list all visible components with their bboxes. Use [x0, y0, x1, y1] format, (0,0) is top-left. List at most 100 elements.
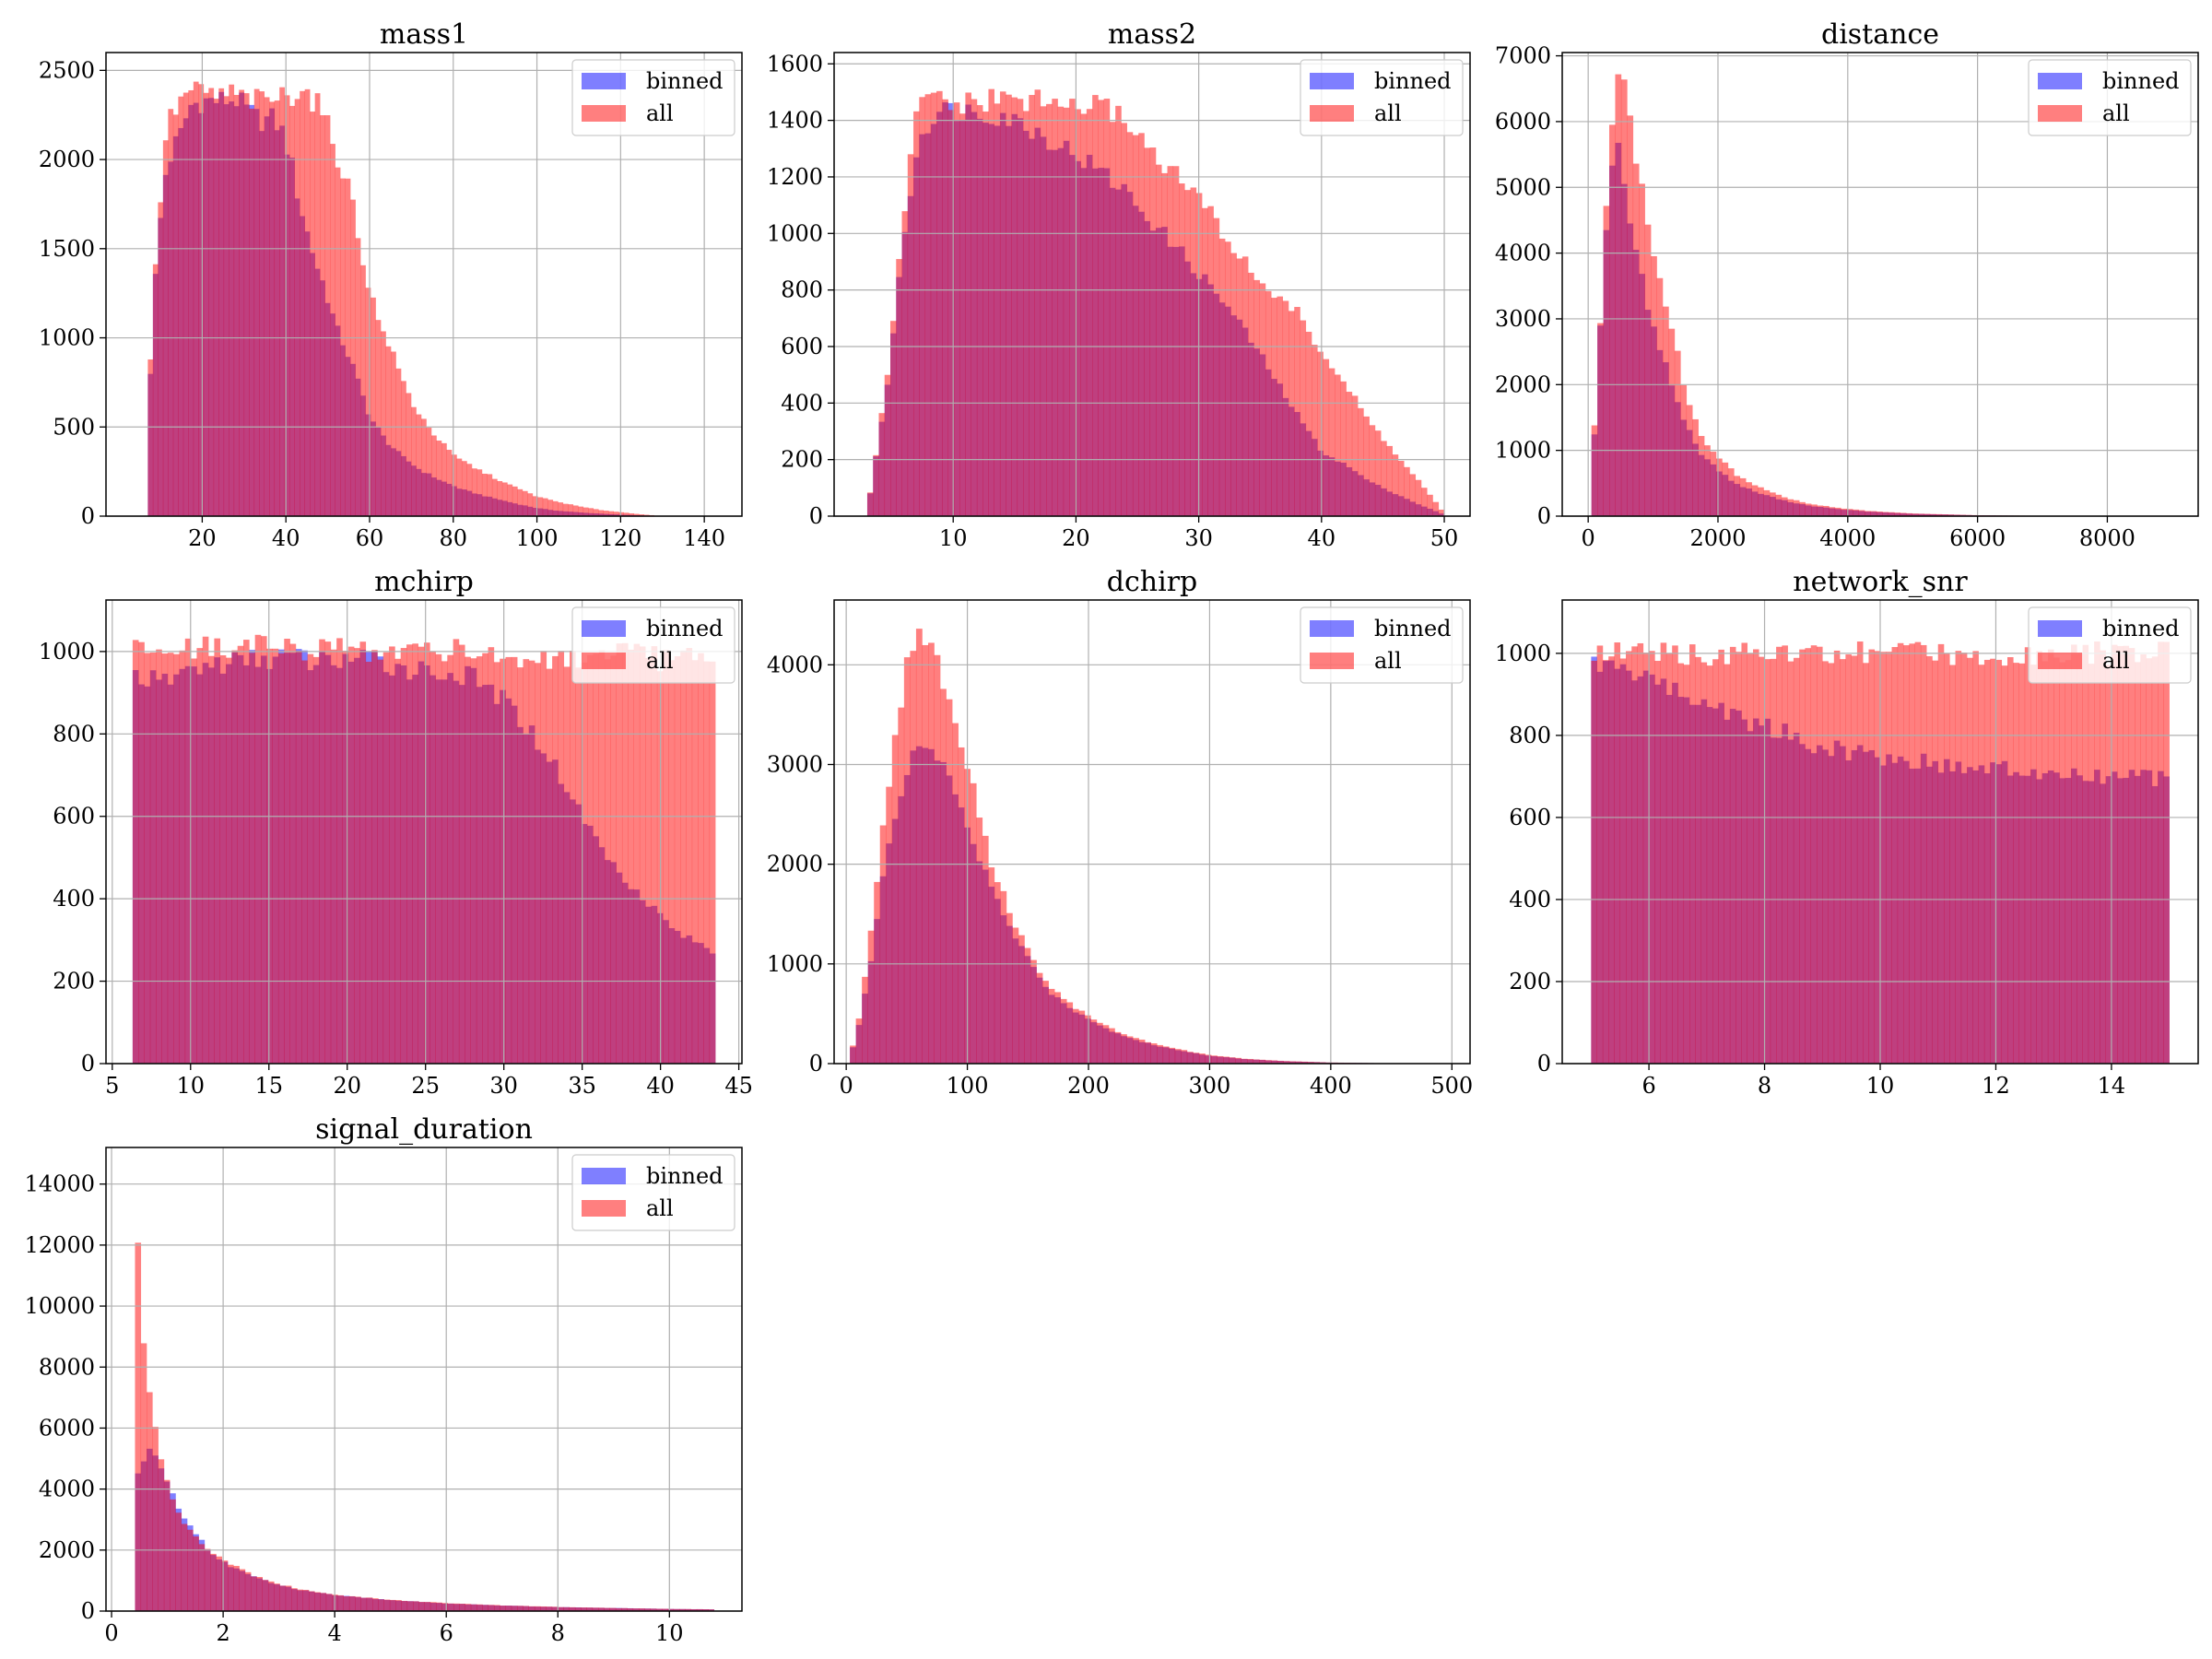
bar-all: [1591, 660, 1597, 1064]
bar-all: [2024, 647, 2031, 1064]
bar-all: [572, 505, 579, 516]
y-tick-label: 10000: [25, 1293, 95, 1319]
bar-all: [1937, 643, 1945, 1064]
bar-all: [285, 1585, 292, 1611]
bar-all: [965, 92, 971, 516]
bar-all: [355, 1596, 361, 1611]
bar-all: [1092, 95, 1099, 516]
bar-all: [302, 1589, 310, 1611]
bar-all: [2065, 660, 2072, 1064]
bar-all: [517, 488, 524, 516]
bar-all: [598, 1607, 605, 1611]
bar-all: [994, 103, 1001, 517]
bar-all: [314, 1592, 321, 1611]
bar-all: [919, 97, 925, 516]
bar-all: [621, 642, 629, 1064]
bar-all: [1926, 655, 1933, 1064]
bar-all: [598, 510, 605, 516]
bar-all: [575, 667, 582, 1064]
bar-all: [1098, 100, 1104, 517]
bar-all: [976, 818, 983, 1064]
bar-all: [337, 1594, 344, 1611]
x-tick-label: 20: [1062, 525, 1090, 551]
y-tick-label: 12000: [25, 1232, 95, 1258]
bar-all: [1012, 927, 1019, 1064]
bar-all: [1686, 405, 1693, 516]
legend-label-all: all: [2102, 648, 2130, 674]
bar-all: [1769, 492, 1776, 516]
bar-all: [167, 653, 174, 1064]
bar-all: [1914, 641, 1922, 1064]
bar-all: [593, 509, 599, 516]
bar-all: [1271, 298, 1277, 516]
bar-all: [253, 88, 260, 517]
bar-all: [628, 649, 634, 1064]
bar-all: [603, 511, 609, 516]
bar-all: [1631, 646, 1638, 1064]
legend-label-binned: binned: [646, 1163, 724, 1189]
legend-label-all: all: [646, 1195, 674, 1221]
axes-frame: [105, 1147, 743, 1612]
bar-all: [411, 406, 417, 516]
y-tick-label: 3000: [767, 751, 823, 777]
y-tick-label: 1400: [767, 108, 823, 134]
bar-all: [208, 88, 215, 517]
bar-all: [304, 88, 311, 516]
bar-all: [651, 646, 658, 1064]
bar-all: [1845, 654, 1852, 1064]
bar-all: [401, 381, 406, 516]
series-all: [147, 81, 654, 517]
bar-all: [269, 101, 276, 516]
grid: [1562, 600, 2198, 1065]
bar-all: [1727, 468, 1735, 516]
bar-all: [618, 512, 625, 516]
y-tick-label: 1000: [1495, 641, 1551, 666]
bar-all: [896, 259, 902, 516]
bar-all: [604, 659, 611, 1064]
bar-all: [1609, 124, 1616, 516]
bar-all: [2077, 653, 2083, 1064]
bar-all: [668, 660, 676, 1064]
bar-all: [855, 1018, 863, 1064]
legend-label-all: all: [646, 100, 674, 126]
bar-all: [1949, 665, 1956, 1064]
bar-all: [1300, 320, 1307, 516]
bar-all: [161, 653, 169, 1064]
bar-all: [1763, 489, 1771, 516]
bar-all: [272, 648, 279, 1064]
bar-all: [623, 512, 629, 516]
bar-all: [1295, 1061, 1302, 1064]
bar-all: [487, 474, 493, 516]
bar-all: [1799, 649, 1806, 1064]
bar-all: [488, 647, 495, 1064]
bar-all: [345, 178, 351, 516]
bar-all: [1386, 445, 1393, 516]
bar-all: [1340, 381, 1347, 516]
bar-all: [181, 1524, 188, 1611]
bar-all: [898, 707, 905, 1064]
subplot-distance: 0 2000 4000 6000 8000 0 1000 2000 3000 4000 5000 60…: [1495, 18, 2199, 551]
bar-all: [952, 723, 959, 1064]
bar-all: [1734, 476, 1741, 516]
bar-all: [703, 661, 711, 1064]
bar-all: [277, 653, 285, 1064]
bar-all: [1277, 1060, 1284, 1064]
bar-all: [135, 1242, 142, 1611]
bar-all: [1596, 645, 1604, 1064]
bar-all: [1747, 653, 1754, 1064]
bar-all: [1283, 1061, 1290, 1064]
bar-all: [970, 782, 977, 1064]
bar-all: [1161, 172, 1168, 516]
bar-all: [1662, 306, 1669, 516]
x-tick-label: 140: [683, 525, 725, 551]
y-tick-label: 800: [1509, 723, 1551, 748]
bar-all: [891, 735, 899, 1064]
bar-all: [446, 450, 453, 516]
bar-all: [406, 393, 412, 516]
bar-all: [147, 1392, 153, 1611]
bar-all: [274, 100, 280, 517]
bar-all: [259, 91, 265, 516]
bar-all: [441, 1603, 449, 1611]
bar-all: [1698, 436, 1705, 516]
bar-all: [2082, 644, 2089, 1064]
